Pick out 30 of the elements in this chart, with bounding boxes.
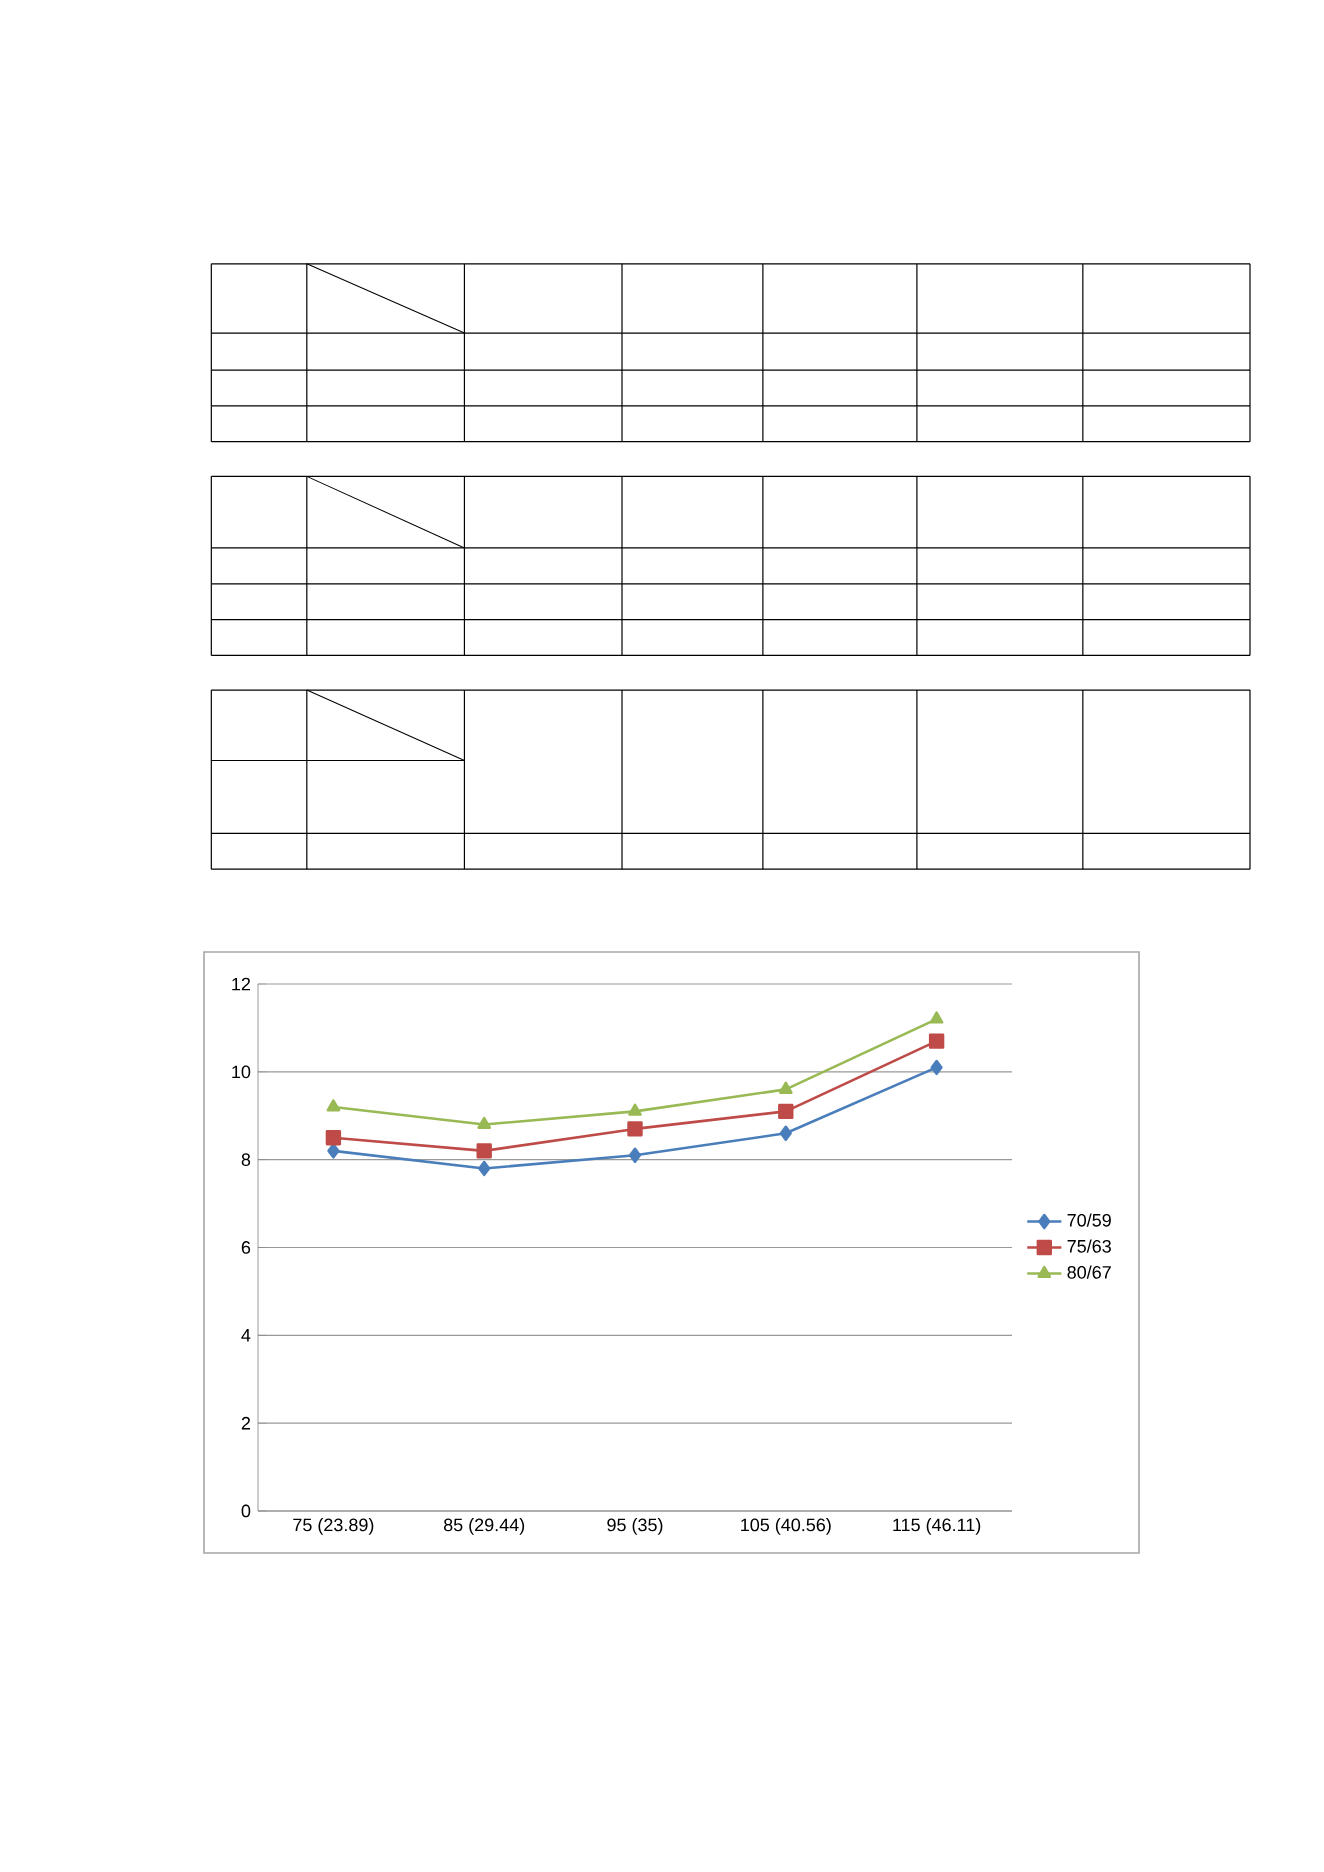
x-tick-label: 95 (35) — [607, 1518, 663, 1535]
y-tick-label: 8 — [241, 1153, 251, 1167]
y-tick-label: 12 — [232, 977, 251, 991]
point — [929, 1011, 944, 1024]
point — [930, 1059, 943, 1076]
x-tick-label: 115 (46.11) — [893, 1518, 981, 1535]
legend-label: 80/67 — [1067, 1265, 1111, 1279]
x-tick-label: 85 (29.44) — [443, 1518, 525, 1535]
y-tick-label: 4 — [241, 1329, 251, 1342]
y-tick-label: 6 — [241, 1241, 251, 1254]
y-tick-label: 2 — [241, 1416, 251, 1430]
point — [476, 1143, 492, 1159]
point — [327, 1143, 340, 1159]
point — [627, 1121, 643, 1137]
y-tick-label: 10 — [232, 1065, 251, 1079]
point — [325, 1129, 342, 1146]
point — [779, 1125, 792, 1142]
y-tick-label: 0 — [241, 1504, 251, 1518]
point — [478, 1160, 491, 1177]
point — [628, 1103, 642, 1116]
point — [628, 1147, 642, 1163]
point — [778, 1081, 793, 1094]
point — [477, 1116, 492, 1130]
point — [928, 1033, 945, 1049]
point — [326, 1099, 341, 1112]
point — [778, 1103, 794, 1120]
x-tick-label: 75 (23.89) — [293, 1518, 374, 1535]
legend-label: 75/63 — [1067, 1239, 1111, 1253]
x-tick-label: 105 (40.56) — [741, 1518, 831, 1535]
legend-label: 70/59 — [1067, 1213, 1111, 1227]
